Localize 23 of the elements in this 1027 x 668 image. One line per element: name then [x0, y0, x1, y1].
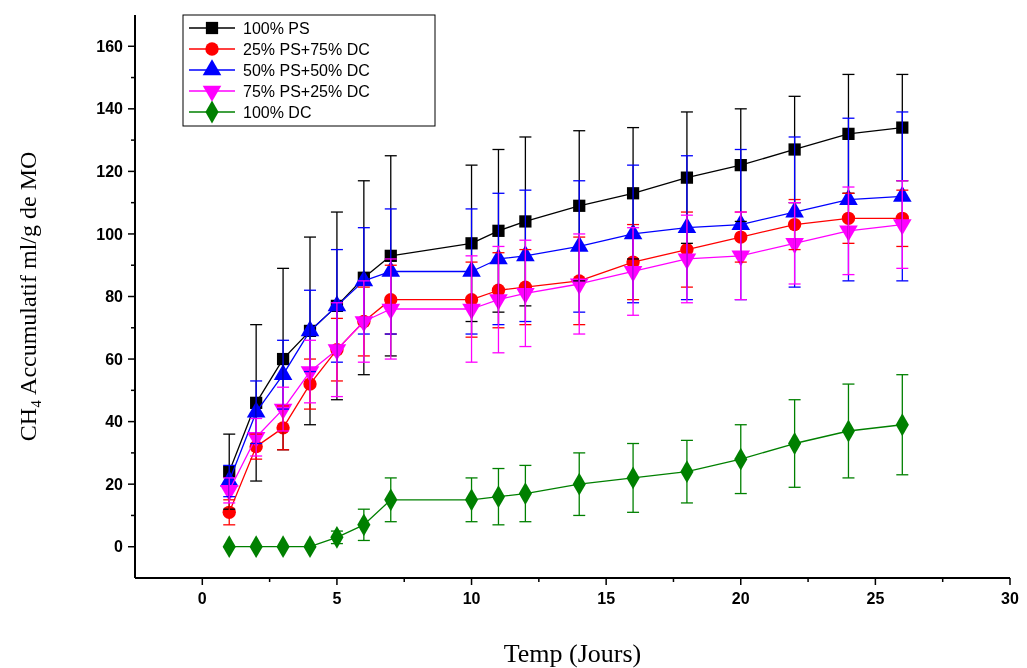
legend-label: 25% PS+75% DC [243, 40, 370, 58]
x-tick-label: 10 [462, 590, 481, 607]
y-tick-label: 80 [105, 288, 124, 306]
legend-label: 100% PS [243, 19, 310, 37]
legend-label: 75% PS+25% DC [243, 82, 370, 100]
x-tick-label: 25 [866, 590, 885, 607]
y-tick-label: 160 [96, 37, 124, 55]
x-axis-title: Temp (Jours) [503, 639, 642, 668]
legend-label: 100% DC [243, 103, 312, 121]
y-tick-label: 20 [105, 475, 124, 493]
y-tick-label: 120 [96, 162, 124, 180]
y-tick-label: 140 [96, 100, 124, 118]
y-tick-label: 60 [105, 350, 124, 368]
x-tick-label: 15 [597, 590, 616, 607]
y-axis-title: CH₄ Accumulatif ml/g de MO [15, 151, 41, 442]
y-tick-label: 40 [105, 413, 124, 431]
y-tick-label: 0 [114, 538, 124, 556]
x-tick-label: 20 [731, 590, 750, 607]
legend-label: 50% PS+50% DC [243, 61, 370, 79]
x-tick-label: 0 [197, 590, 207, 607]
y-tick-label: 100 [96, 225, 124, 243]
x-tick-label: 5 [332, 590, 342, 607]
x-tick-label: 30 [1001, 590, 1019, 607]
